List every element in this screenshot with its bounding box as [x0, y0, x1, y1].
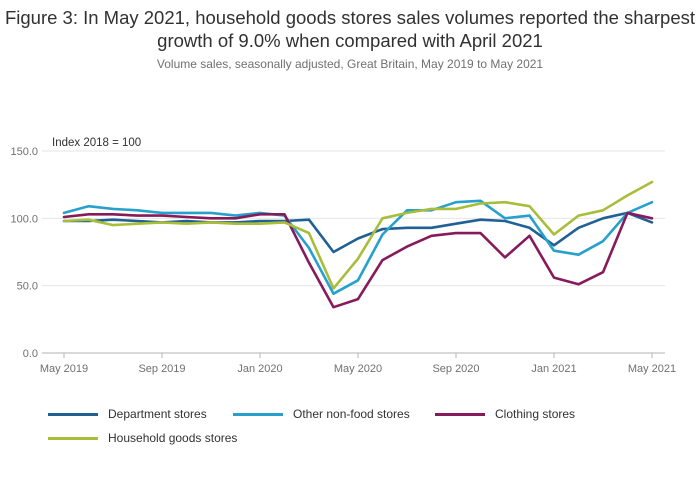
legend-label: Household goods stores — [108, 431, 238, 445]
x-tick-label: Jan 2021 — [531, 363, 576, 375]
legend-item[interactable]: Clothing stores — [435, 405, 575, 423]
legend-item[interactable]: Household goods stores — [48, 429, 237, 447]
legend-label: Other non-food stores — [293, 407, 410, 421]
grid-layer — [42, 150, 665, 354]
y-tick-label: 100.0 — [10, 213, 38, 225]
x-tick-label: May 2020 — [334, 363, 382, 375]
series-line-other-non-food-stores[interactable] — [62, 199, 654, 296]
legend-swatch — [233, 412, 283, 416]
y-tick-label: 50.0 — [17, 281, 38, 293]
axis-layer: 0.0 50.0 100.0 150.0 May 2019 Sep 2019 Jan 202… — [10, 146, 676, 375]
series-line-household-goods-stores[interactable] — [62, 180, 654, 290]
legend-label: Department stores — [108, 407, 207, 421]
x-tick-label: Sep 2019 — [138, 363, 185, 375]
series-layer — [62, 180, 654, 309]
series-line-clothing-stores[interactable] — [62, 211, 654, 309]
chart-subtitle: Volume sales, seasonally adjusted, Great… — [156, 57, 544, 71]
y-tick-label: 0.0 — [23, 348, 38, 360]
legend-swatch — [435, 412, 485, 416]
x-tick-label: Sep 2020 — [432, 363, 479, 375]
chart-title: Figure 3: In May 2021, household goods s… — [4, 7, 696, 51]
legend-item[interactable]: Department stores — [48, 405, 207, 423]
x-tick-label: May 2019 — [40, 363, 88, 375]
y-tick-label: 150.0 — [10, 146, 38, 158]
x-tick-label: Jan 2020 — [237, 363, 282, 375]
legend-item[interactable]: Other non-food stores — [233, 405, 410, 423]
x-tick-label: May 2021 — [628, 363, 676, 375]
legend-label: Clothing stores — [495, 407, 576, 421]
legend-swatch — [48, 412, 98, 416]
y-axis-label: Index 2018 = 100 — [52, 137, 141, 149]
legend-swatch — [48, 436, 98, 440]
